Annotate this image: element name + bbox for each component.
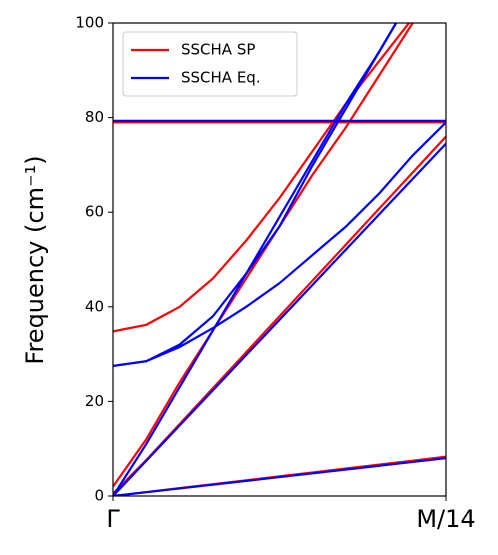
y-tick-label: 60 [85, 203, 104, 221]
dispersion-line [113, 457, 446, 496]
y-tick-label: 0 [94, 487, 104, 505]
legend-box [122, 31, 298, 97]
x-tick-label: M/14 [416, 505, 475, 533]
dispersion-line [113, 23, 411, 333]
y-tick-label: 80 [85, 108, 104, 126]
y-tick-label: 40 [85, 297, 104, 315]
axes-frame [112, 22, 447, 497]
y-tick-label: 20 [85, 392, 104, 410]
dispersion-line [113, 23, 398, 368]
x-tick-label: Γ [106, 505, 120, 533]
dispersion-line [113, 142, 446, 496]
dispersion-line [113, 121, 446, 368]
legend-label: SSCHA Eq. [181, 69, 261, 87]
y-tick-label: 100 [75, 14, 104, 32]
legend-label: SSCHA SP [181, 41, 255, 59]
plot-area [113, 23, 446, 496]
y-axis-label: Frequency (cm⁻¹) [21, 155, 49, 364]
